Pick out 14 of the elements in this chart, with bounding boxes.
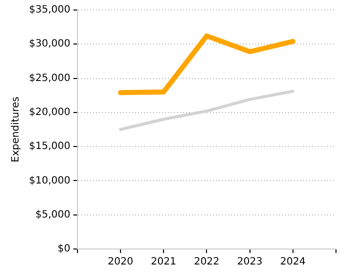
y-tick-label: $15,000 xyxy=(28,141,70,152)
x-tick-label: 2022 xyxy=(194,256,220,268)
y-tick-label: $0 xyxy=(58,244,70,255)
y-tick-label: $20,000 xyxy=(28,107,70,118)
y-tick-label: $10,000 xyxy=(28,175,70,186)
y-tick-label: $25,000 xyxy=(28,72,70,84)
y-axis-title: Expenditures xyxy=(10,96,22,162)
x-tick-label: 2024 xyxy=(280,256,306,268)
y-tick-label: $5,000 xyxy=(35,209,70,220)
y-tick-label: $35,000 xyxy=(28,4,70,16)
x-tick-label: 2023 xyxy=(237,256,263,268)
x-tick-label: 2021 xyxy=(150,256,176,268)
x-tick-label: 2020 xyxy=(108,256,134,268)
y-tick-label: $30,000 xyxy=(28,38,70,50)
